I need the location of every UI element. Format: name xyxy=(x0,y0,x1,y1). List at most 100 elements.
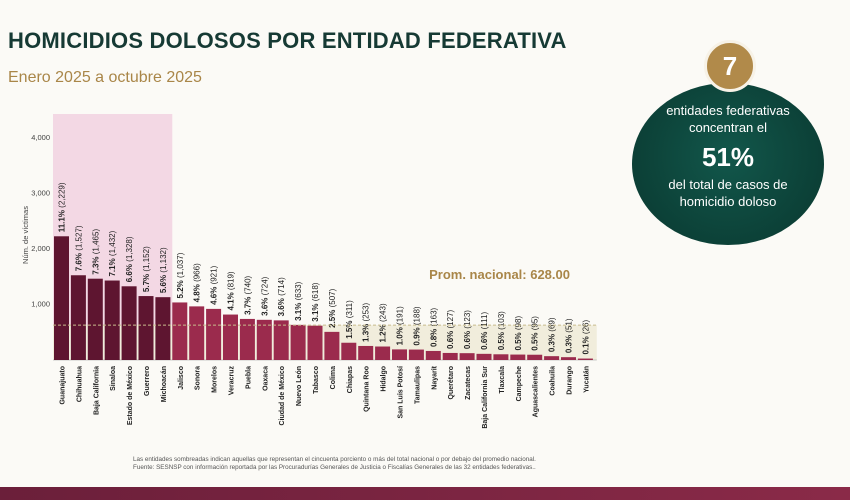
data-label: 0.6% (127) xyxy=(446,309,455,348)
bar-31 xyxy=(577,358,593,360)
data-label: 0.5% (95) xyxy=(531,316,540,351)
data-label: 4.1% (819) xyxy=(227,271,236,310)
bar-14 xyxy=(290,324,306,360)
page-title: HOMICIDIOS DOLOSOS POR ENTIDAD FEDERATIV… xyxy=(8,28,567,53)
bar-25 xyxy=(476,353,492,360)
data-label: 7.1% (1,432) xyxy=(108,230,117,276)
bar-chart: 1,000 2,000 3,000 4,000 Núm. de víctimas 11.… xyxy=(21,114,597,429)
category-label: Estado de México xyxy=(127,366,134,425)
data-label: 5.2% (1,037) xyxy=(176,252,185,298)
bottom-accent-bar xyxy=(0,487,850,500)
bar-12 xyxy=(256,319,272,360)
bar-0 xyxy=(54,236,69,360)
data-label: 0.5% (103) xyxy=(497,311,506,350)
category-label: Sonora xyxy=(195,366,202,390)
bar-1 xyxy=(70,275,86,360)
callout-line-1: entidades federativas xyxy=(666,103,790,118)
footer-notes: Las entidades sombreadas indican aquella… xyxy=(133,456,653,472)
bar-27 xyxy=(510,354,526,360)
data-label: 3.6% (714) xyxy=(277,277,286,316)
category-label: Colima xyxy=(330,366,337,389)
data-label: 0.3% (51) xyxy=(565,318,574,353)
data-label: 1.5% (311) xyxy=(345,300,354,339)
bar-7 xyxy=(172,302,188,360)
category-label: Zacatecas xyxy=(465,366,472,400)
bar-24 xyxy=(459,353,475,360)
data-label: 1.0% (191) xyxy=(396,306,405,345)
bar-28 xyxy=(527,354,543,360)
category-label: Guanajuato xyxy=(60,366,67,405)
bar-19 xyxy=(375,346,391,360)
category-label: Tabasco xyxy=(313,366,320,394)
callout-line-3: del total de casos de xyxy=(668,177,788,192)
bar-22 xyxy=(425,350,441,360)
data-label: 0.8% (163) xyxy=(429,307,438,346)
average-label: Prom. nacional: 628.00 xyxy=(429,267,570,282)
data-label: 4.6% (921) xyxy=(210,265,219,304)
bar-26 xyxy=(493,354,509,360)
category-label: Chihuahua xyxy=(76,366,83,402)
category-label: Durango xyxy=(567,366,574,395)
data-label: 7.6% (1,527) xyxy=(74,225,83,271)
category-label: Yucatán xyxy=(583,366,590,393)
data-label: 5.6% (1,132) xyxy=(159,247,168,293)
category-label: Ciudad de México xyxy=(279,366,286,426)
category-label: Tamaulipas xyxy=(414,366,421,404)
category-label: Nuevo León xyxy=(296,366,303,406)
bar-9 xyxy=(206,308,222,360)
category-label: Hidalgo xyxy=(381,366,388,392)
data-label: 0.6% (123) xyxy=(463,310,472,349)
data-label: 3.1% (633) xyxy=(294,281,303,320)
category-label: Tlaxcala xyxy=(499,366,506,394)
bar-10 xyxy=(223,314,238,360)
bar-2 xyxy=(87,278,103,360)
callout-line-4: homicidio doloso xyxy=(679,194,777,209)
category-label: Querétaro xyxy=(448,366,455,399)
footer-note: Las entidades sombreadas indican aquella… xyxy=(133,456,536,463)
bar-17 xyxy=(341,342,357,360)
category-label: Morelos xyxy=(212,366,219,393)
category-label: Baja California xyxy=(93,366,100,415)
data-label: 0.9% (188) xyxy=(412,306,421,345)
bar-8 xyxy=(189,306,205,360)
category-label: Oaxaca xyxy=(262,366,269,391)
category-label: Puebla xyxy=(245,366,252,389)
y-tick-label: 4,000 xyxy=(31,133,50,142)
bar-23 xyxy=(442,352,458,360)
bar-4 xyxy=(121,286,137,360)
bar-16 xyxy=(324,331,340,360)
bar-18 xyxy=(358,345,374,360)
category-label: Michoacán xyxy=(161,366,168,402)
bar-20 xyxy=(392,349,407,360)
y-tick-label: 1,000 xyxy=(31,300,50,309)
bar-13 xyxy=(273,320,289,360)
data-label: 1.3% (253) xyxy=(362,302,371,341)
category-label: Nayarit xyxy=(431,365,438,389)
bar-3 xyxy=(104,280,120,360)
data-label: 2.5% (507) xyxy=(328,288,337,327)
data-label: 0.3% (69) xyxy=(548,317,557,352)
category-label: Campeche xyxy=(516,366,523,402)
category-label: Quintana Roo xyxy=(364,366,371,412)
data-label: 0.6% (111) xyxy=(480,312,489,350)
data-label: 3.7% (740) xyxy=(243,275,252,314)
bar-15 xyxy=(307,325,323,360)
data-label: 3.6% (724) xyxy=(260,276,269,315)
y-axis-label: Núm. de víctimas xyxy=(21,206,30,264)
data-label: 0.1% (26) xyxy=(581,320,590,355)
data-label: 1.2% (243) xyxy=(379,303,388,342)
data-label: 4.8% (966) xyxy=(193,263,202,302)
bar-30 xyxy=(561,357,576,360)
y-tick-label: 2,000 xyxy=(31,244,50,253)
category-label: Aguascalientes xyxy=(533,366,540,417)
category-label: Veracruz xyxy=(229,366,236,396)
footer-source: Fuente: SESNSP con información reportada… xyxy=(133,464,536,471)
data-label: 7.3% (1,465) xyxy=(91,229,100,275)
page-subtitle: Enero 2025 a octubre 2025 xyxy=(8,69,202,86)
y-tick-label: 3,000 xyxy=(31,189,50,198)
category-label: Jalisco xyxy=(178,366,185,390)
category-label: Guerrero xyxy=(144,366,151,396)
data-label: 3.1% (618) xyxy=(311,282,320,321)
bar-6 xyxy=(155,297,171,360)
category-label: Sinaloa xyxy=(110,366,117,391)
